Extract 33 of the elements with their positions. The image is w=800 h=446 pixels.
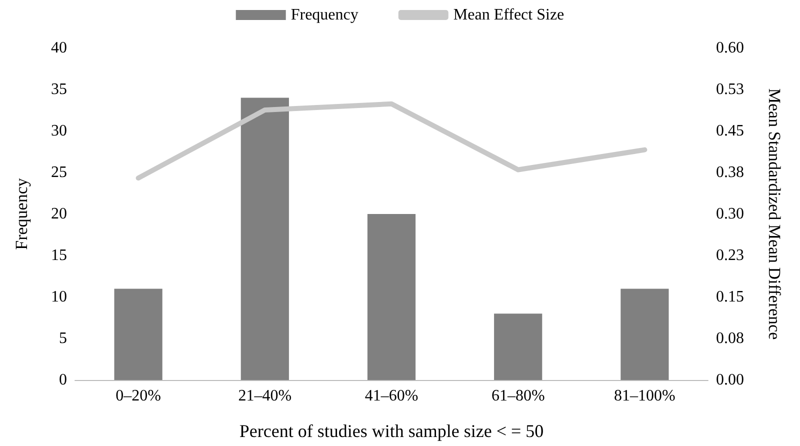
- y-tick-label: 15: [51, 247, 67, 264]
- legend-label: Mean Effect Size: [453, 6, 564, 24]
- y2-tick-label: 0.45: [716, 122, 744, 140]
- y-tick-label: 5: [59, 330, 67, 347]
- x-tick-label: 61–80%: [491, 388, 545, 404]
- legend-label: Frequency: [290, 6, 358, 24]
- y-tick-label: 35: [51, 81, 67, 98]
- y2-tick-label: 0.00: [716, 372, 744, 388]
- y2-tick-label: 0.38: [716, 164, 744, 181]
- y2-tick-label: 0.23: [716, 247, 744, 264]
- bar: [620, 288, 669, 380]
- y-tick-label: 40: [51, 40, 67, 56]
- y2-tick-label: 0.08: [716, 330, 744, 347]
- y2-axis-title: Mean Standardized Mean Difference: [765, 88, 784, 340]
- bar: [494, 314, 542, 380]
- x-tick-label: 41–60%: [364, 388, 418, 404]
- y-tick-label: 10: [51, 288, 67, 306]
- y2-tick-label: 0.15: [716, 288, 744, 306]
- bar: [114, 288, 162, 380]
- y-axis-title: Frequency: [12, 178, 31, 250]
- y2-tick-label: 0.60: [716, 40, 744, 56]
- bar: [240, 98, 289, 380]
- x-tick-label: 81–100%: [614, 388, 676, 404]
- y-tick-label: 25: [51, 164, 67, 181]
- bar: [367, 214, 416, 380]
- x-tick-label: 21–40%: [238, 388, 292, 404]
- y-tick-label: 20: [51, 206, 67, 222]
- x-axis-title: Percent of studies with sample size < = 50: [239, 421, 544, 441]
- y-tick-label: 0: [59, 372, 67, 388]
- y2-tick-label: 0.53: [716, 81, 744, 98]
- y-tick-label: 30: [51, 122, 67, 140]
- y2-tick-label: 0.30: [716, 206, 744, 222]
- x-tick-label: 0–20%: [116, 388, 161, 404]
